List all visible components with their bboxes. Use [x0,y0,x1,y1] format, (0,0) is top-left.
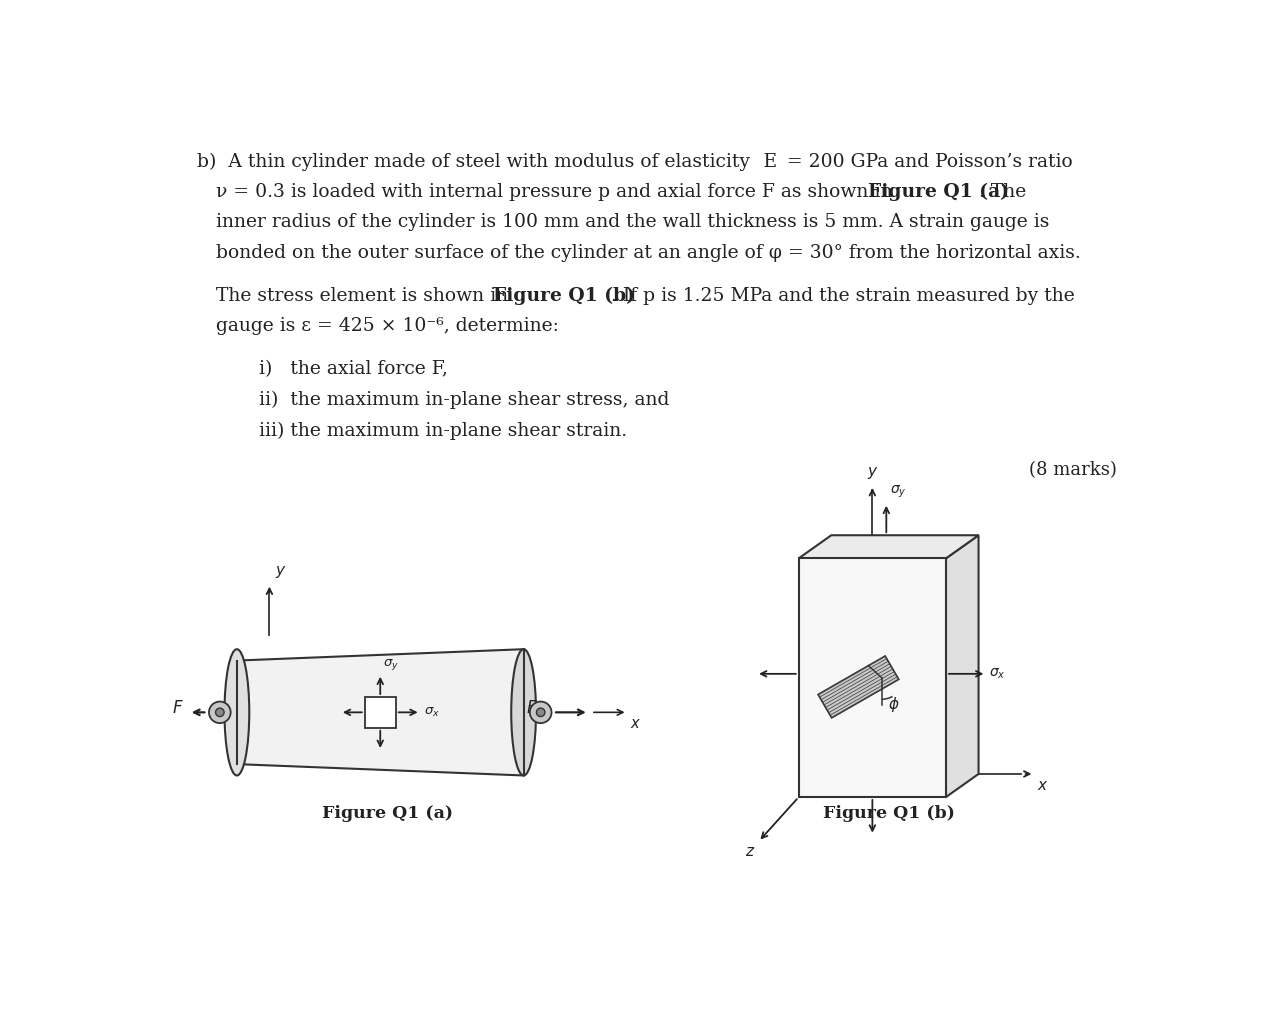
Text: $z$: $z$ [745,844,755,859]
Circle shape [215,709,224,717]
Text: bonded on the outer surface of the cylinder at an angle of φ = 30° from the hori: bonded on the outer surface of the cylin… [215,244,1081,261]
Text: ν = 0.3 is loaded with internal pressure p and axial force F as shown in: ν = 0.3 is loaded with internal pressure… [215,183,899,201]
Circle shape [537,709,544,717]
Text: . The: . The [979,183,1026,201]
Text: $\sigma_y$: $\sigma_y$ [890,484,907,500]
Bar [365,697,395,728]
Text: $y$: $y$ [867,465,878,481]
Polygon shape [237,649,524,776]
Ellipse shape [511,649,536,776]
Ellipse shape [224,649,250,776]
Polygon shape [798,535,978,558]
Text: $\sigma_x$: $\sigma_x$ [423,706,440,719]
Polygon shape [798,558,946,797]
Text: i)   the axial force F,: i) the axial force F, [259,360,448,379]
Text: $x$: $x$ [1037,779,1048,792]
Polygon shape [819,657,899,718]
Text: ii)  the maximum in-plane shear stress, and: ii) the maximum in-plane shear stress, a… [259,391,669,409]
Text: (8 marks): (8 marks) [1029,461,1117,479]
Polygon shape [946,535,978,797]
Text: Figure Q1 (a): Figure Q1 (a) [868,183,1010,201]
Text: . If p is 1.25 MPa and the strain measured by the: . If p is 1.25 MPa and the strain measur… [611,287,1075,305]
Circle shape [209,701,231,723]
Text: $\phi$: $\phi$ [887,694,899,714]
Text: $y$: $y$ [275,564,287,580]
Text: $F$: $F$ [525,700,538,717]
Text: The stress element is shown in: The stress element is shown in [215,287,514,305]
Circle shape [530,701,552,723]
Text: $\sigma_x$: $\sigma_x$ [989,667,1006,681]
Text: b)  A thin cylinder made of steel with modulus of elasticity   E  = 200 GPa and : b) A thin cylinder made of steel with mo… [196,152,1072,171]
Text: iii) the maximum in-plane shear strain.: iii) the maximum in-plane shear strain. [259,422,627,439]
Text: $F$: $F$ [172,700,184,717]
Text: Figure Q1 (a): Figure Q1 (a) [323,805,454,822]
Text: Figure Q1 (b): Figure Q1 (b) [493,287,635,305]
Text: $x$: $x$ [630,717,641,731]
Text: gauge is ε = 425 × 10⁻⁶, determine:: gauge is ε = 425 × 10⁻⁶, determine: [215,318,558,335]
Text: $\sigma_y$: $\sigma_y$ [384,657,399,672]
Text: inner radius of the cylinder is 100 mm and the wall thickness is 5 mm. A strain : inner radius of the cylinder is 100 mm a… [215,213,1049,232]
Text: Figure Q1 (b): Figure Q1 (b) [822,805,955,822]
